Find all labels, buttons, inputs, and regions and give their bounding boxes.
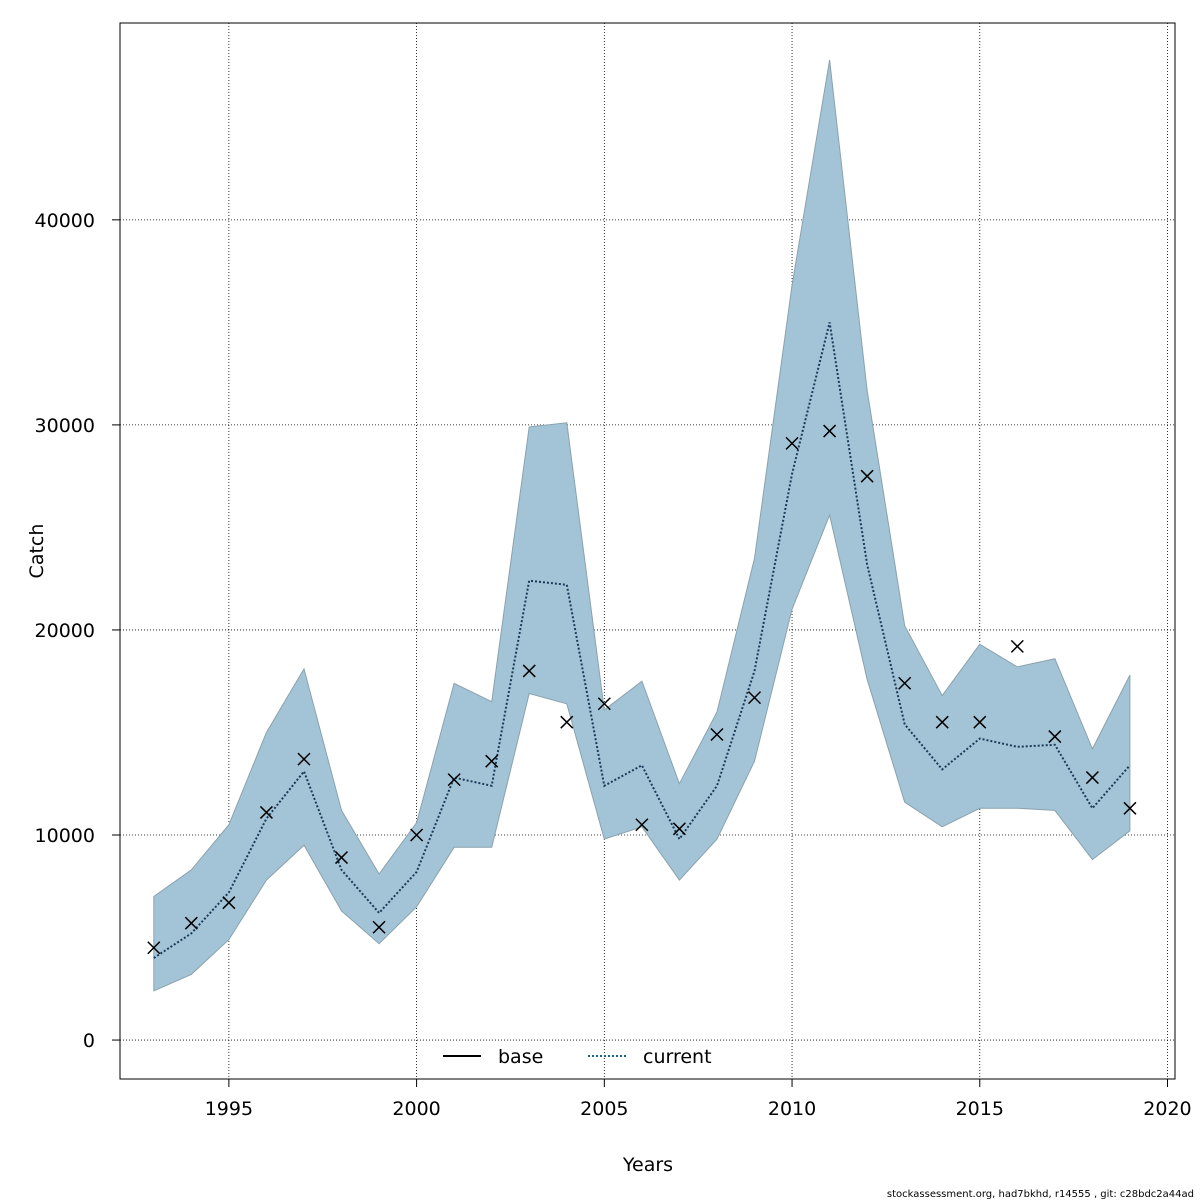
observed-point-1996 (259, 805, 273, 819)
y-tick-label-20000: 20000 (35, 620, 95, 642)
confidence-band (153, 59, 1131, 992)
observed-point-2015 (973, 715, 987, 729)
observed-point-2001 (447, 773, 461, 787)
legend-label-current: current (643, 1046, 712, 1068)
observed-point-2019 (1123, 801, 1137, 815)
legend: base current (443, 1046, 712, 1068)
observed-point-1999 (372, 920, 386, 934)
x-axis-title: Years (622, 1154, 673, 1176)
observed-point-1993 (147, 941, 161, 955)
observed-point-2007 (672, 822, 686, 836)
observed-point-2014 (935, 715, 949, 729)
observed-markers (147, 424, 1137, 955)
x-tick-label-2005: 2005 (580, 1098, 628, 1120)
observed-point-2012 (860, 469, 874, 483)
x-tick-label-2000: 2000 (392, 1098, 440, 1120)
y-tick-label-10000: 10000 (35, 825, 95, 847)
observed-point-2018 (1085, 771, 1099, 785)
footer-note: stockassessment.org, had7bkhd, r14555 , … (887, 1189, 1194, 1200)
observed-point-2010 (785, 436, 799, 450)
y-axis-title: Catch (26, 524, 48, 579)
observed-point-2003 (522, 664, 536, 678)
x-tick-label-2020: 2020 (1143, 1098, 1191, 1120)
observed-point-2016 (1010, 639, 1024, 653)
observed-point-2000 (410, 828, 424, 842)
y-tick-label-40000: 40000 (35, 210, 95, 232)
confidence-band-area (153, 59, 1131, 992)
series-line-current (153, 322, 1131, 959)
observed-point-2006 (635, 818, 649, 832)
observed-point-1995 (222, 896, 236, 910)
y-tick-label-30000: 30000 (35, 415, 95, 437)
series-lines (153, 322, 1131, 959)
observed-point-1998 (334, 851, 349, 865)
x-tick-label-2015: 2015 (956, 1098, 1004, 1120)
observed-point-2013 (898, 676, 912, 690)
legend-label-base: base (498, 1046, 543, 1068)
y-tick-label-0: 0 (83, 1030, 95, 1052)
observed-point-2002 (485, 754, 499, 768)
x-tick-label-1995: 1995 (205, 1098, 253, 1120)
observed-point-2017 (1048, 730, 1062, 744)
observed-point-2005 (597, 697, 611, 711)
observed-point-1997 (297, 752, 311, 766)
plot-frame (119, 22, 1176, 1080)
observed-point-1994 (184, 916, 198, 930)
observed-point-2008 (710, 727, 724, 742)
axis-ticks: 1995 2000 2005 2010 2015 2020 0 10000 20000 30000… (35, 210, 1192, 1120)
x-tick-label-2010: 2010 (768, 1098, 816, 1120)
observed-point-2009 (747, 691, 762, 705)
observed-point-2004 (560, 715, 574, 729)
observed-point-2011 (823, 424, 837, 438)
